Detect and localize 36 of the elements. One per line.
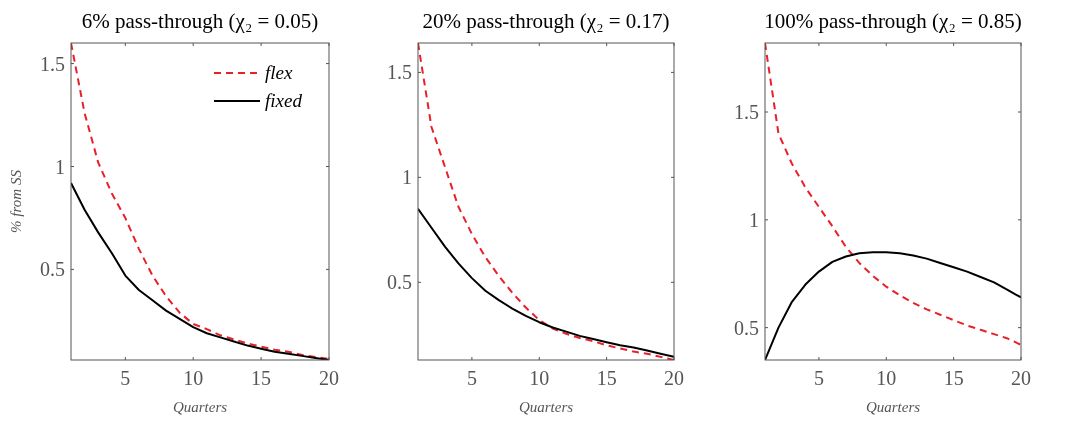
x-tick-label: 15 [596, 367, 617, 389]
line-series [765, 43, 1021, 346]
y-tick-label: 1 [749, 208, 759, 231]
x-tick-label: 15 [251, 367, 272, 389]
chart-title: 20% pass-through (χ₂ = 0.17) [422, 9, 670, 33]
y-axis-title: % from SS [8, 169, 24, 233]
x-tick-label: 10 [876, 367, 897, 389]
y-tick-label: 0.5 [387, 271, 412, 294]
x-axis-title: Quarters [865, 399, 921, 415]
y-tick-label: 1 [55, 155, 65, 178]
x-axis-title: Quarters [172, 399, 228, 415]
legend-label: fixed [265, 90, 303, 111]
x-tick-label: 20 [1011, 367, 1031, 389]
x-tick-label: 10 [183, 367, 204, 389]
x-tick-label: 20 [319, 367, 339, 389]
y-tick-label: 0.5 [734, 316, 759, 339]
x-tick-label: 5 [813, 367, 824, 389]
x-tick-label: 10 [529, 367, 550, 389]
y-tick-label: 1 [402, 166, 412, 189]
y-tick-label: 1.5 [40, 52, 65, 75]
y-tick-label: 1.5 [734, 101, 759, 124]
line-series [765, 251, 1021, 360]
x-tick-label: 5 [466, 367, 477, 389]
x-tick-label: 20 [664, 367, 684, 389]
chart-title: 6% pass-through (χ₂ = 0.05) [81, 9, 319, 33]
chart-title: 100% pass-through (χ₂ = 0.85) [764, 9, 1022, 33]
x-tick-label: 15 [943, 367, 964, 389]
line-series [418, 43, 674, 360]
line-series [71, 43, 329, 360]
line-series [71, 181, 329, 360]
y-tick-label: 0.5 [40, 258, 65, 281]
x-tick-label: 5 [120, 367, 131, 389]
line-series [418, 207, 674, 358]
y-tick-label: 1.5 [387, 61, 412, 84]
x-axis-title: Quarters [518, 399, 574, 415]
legend-label: flex [265, 62, 293, 83]
